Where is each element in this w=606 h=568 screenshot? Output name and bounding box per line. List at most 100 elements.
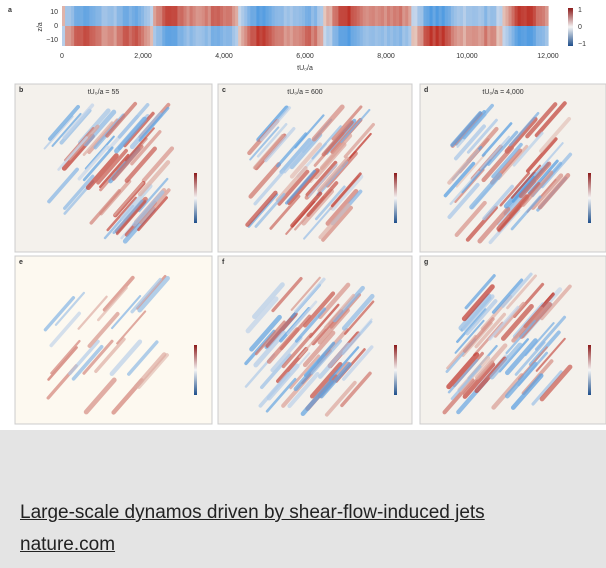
flux-tube <box>279 314 312 351</box>
panel-letter: e <box>19 259 23 266</box>
flux-tube <box>479 135 510 170</box>
heat-cell <box>450 6 455 26</box>
flux-tube <box>51 112 82 147</box>
heat-cell <box>514 6 519 26</box>
heat-cell <box>101 6 106 26</box>
flux-tube <box>343 300 375 335</box>
flux-tube <box>137 275 170 313</box>
heat-cell <box>171 6 175 26</box>
flux-tube <box>446 352 480 390</box>
heat-cell <box>280 26 285 46</box>
link-title[interactable]: Large-scale dynamos driven by shear-flow… <box>20 502 485 523</box>
heat-cell <box>423 6 428 26</box>
heat-cell <box>192 26 197 46</box>
heat-cell <box>390 26 394 46</box>
heat-cell <box>159 6 163 26</box>
flux-tube <box>510 164 542 199</box>
y-label: z/a <box>37 22 44 31</box>
heat-cell <box>198 26 203 46</box>
flux-tube <box>330 174 364 211</box>
heat-cell <box>314 6 318 26</box>
flux-tube <box>82 121 114 156</box>
heat-cell <box>83 26 87 46</box>
heat-cell <box>210 6 215 26</box>
flux-tube <box>244 329 276 366</box>
flux-tube <box>137 196 168 232</box>
flux-tube <box>127 340 159 376</box>
heat-cell <box>417 6 422 26</box>
heat-cell <box>131 26 136 46</box>
heat-cell <box>195 26 200 46</box>
heat-cell <box>301 6 306 26</box>
heat-cell <box>380 6 385 26</box>
flux-tube <box>138 188 171 224</box>
heat-cell <box>432 6 437 26</box>
flux-tube <box>520 170 554 207</box>
heat-cell <box>80 26 84 46</box>
heat-cell <box>365 6 370 26</box>
heat-cell <box>356 6 361 26</box>
heat-cell <box>280 6 285 26</box>
heat-cell <box>65 6 69 26</box>
x-tick-label: 2,000 <box>134 53 152 60</box>
heat-cell <box>402 6 406 26</box>
flux-tube <box>270 336 303 373</box>
flux-tube <box>256 123 288 158</box>
heat-cell <box>140 6 145 26</box>
heat-cell <box>323 6 327 26</box>
heat-cell <box>383 6 388 26</box>
heat-cell <box>104 26 109 46</box>
panel-title: tU₀/a = 600 <box>287 89 323 96</box>
heat-cell <box>408 6 412 26</box>
heat-cell <box>89 26 93 46</box>
heat-cell <box>472 26 476 46</box>
heat-cell <box>526 26 531 46</box>
heat-cell <box>487 6 491 26</box>
link-preview[interactable]: Large-scale dynamos driven by shear-flow… <box>0 430 606 568</box>
flux-tube <box>531 370 563 406</box>
flux-tube <box>280 352 311 387</box>
flux-tube <box>293 354 327 392</box>
x-tick-label: 6,000 <box>296 53 314 60</box>
heat-cell <box>329 26 333 46</box>
heat-cell <box>289 26 294 46</box>
panel-title: tU₀/a = 55 <box>88 89 120 96</box>
heat-cell <box>183 26 188 46</box>
flux-tube <box>290 276 321 311</box>
heat-cell <box>222 6 227 26</box>
flux-tube <box>311 125 342 160</box>
colorbar <box>568 8 573 46</box>
heat-cell <box>286 26 291 46</box>
heat-cell <box>125 6 130 26</box>
flux-tube <box>113 181 144 216</box>
heat-cell <box>511 26 516 46</box>
link-source[interactable]: nature.com <box>20 534 116 555</box>
heat-cell <box>371 6 376 26</box>
heat-cell <box>326 6 330 26</box>
heat-cell <box>156 6 160 26</box>
colorbar-label: 0 <box>578 24 582 31</box>
flux-tube <box>68 339 100 376</box>
flux-tube <box>85 153 119 191</box>
flux-tube <box>511 306 544 343</box>
flux-tube <box>133 352 167 389</box>
heat-cell <box>204 26 209 46</box>
flux-tube <box>116 310 147 345</box>
heat-cell <box>229 6 233 26</box>
heat-cell <box>174 26 179 46</box>
flux-tube <box>449 170 480 206</box>
heat-cell <box>311 6 315 26</box>
flux-tube <box>307 163 339 198</box>
heat-cell <box>414 26 418 46</box>
flux-tube <box>130 277 162 314</box>
heat-cell <box>368 6 373 26</box>
heat-cell <box>177 26 182 46</box>
heat-cell <box>198 6 203 26</box>
heat-cell <box>469 6 473 26</box>
flux-tube <box>264 126 296 163</box>
heat-cell <box>371 26 376 46</box>
flux-tube <box>503 171 537 209</box>
heat-cell <box>256 26 261 46</box>
flux-tube <box>289 142 323 179</box>
flux-tube <box>321 205 353 242</box>
